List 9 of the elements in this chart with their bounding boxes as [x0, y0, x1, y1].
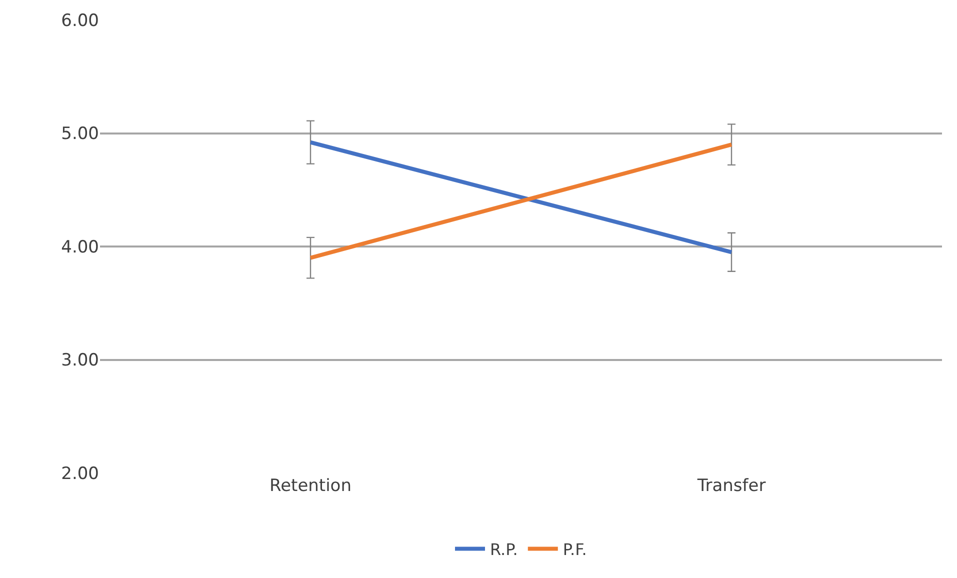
y-tick-label: 2.00 [61, 464, 99, 484]
y-tick-label: 5.00 [61, 124, 99, 144]
x-tick-label: Retention [270, 476, 352, 496]
x-tick-label: Transfer [696, 476, 766, 496]
y-tick-label: 6.00 [61, 10, 99, 31]
legend-label: R.P. [490, 540, 518, 560]
y-tick-label: 3.00 [61, 350, 99, 371]
legend-label: P.F. [562, 540, 587, 560]
y-tick-label: 4.00 [61, 237, 99, 258]
